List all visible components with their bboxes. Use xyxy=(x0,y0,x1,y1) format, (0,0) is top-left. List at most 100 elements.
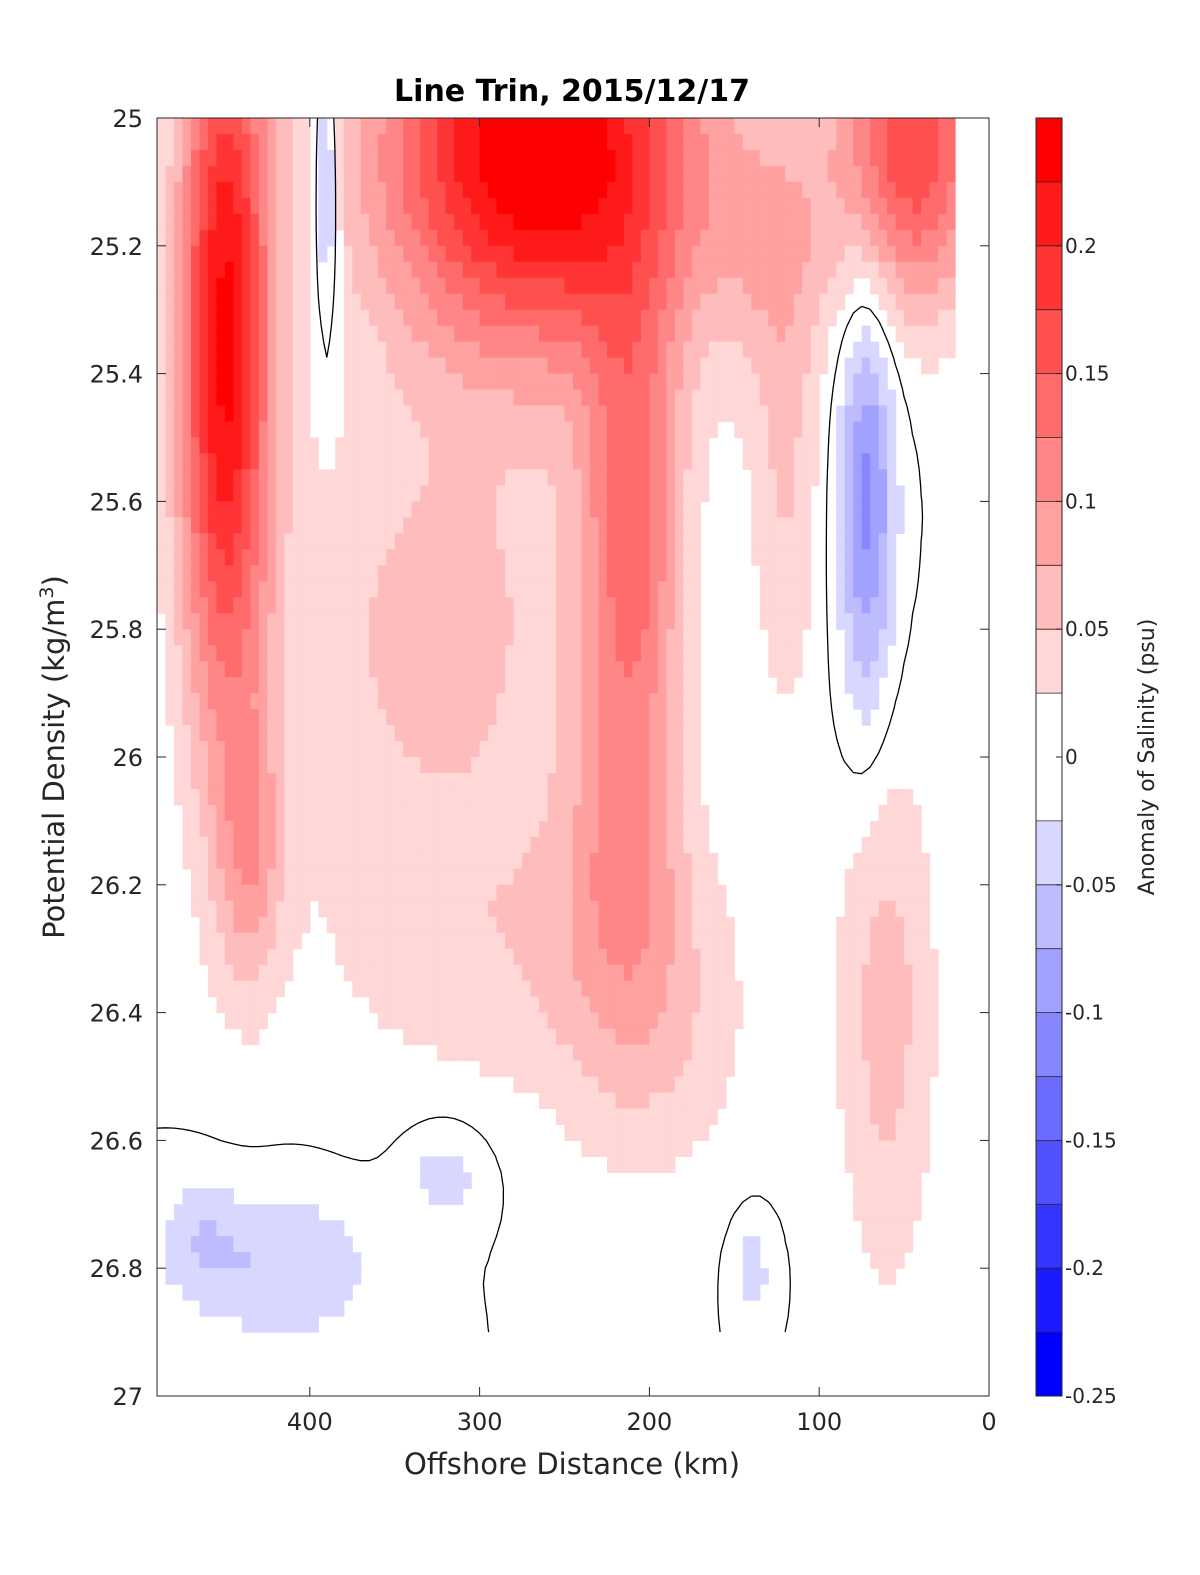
contour-cell xyxy=(912,916,922,934)
contour-cell xyxy=(326,741,336,758)
contour-cell xyxy=(292,437,302,455)
contour-cell xyxy=(623,118,634,135)
contour-cell xyxy=(615,964,625,982)
contour-cell xyxy=(233,804,243,822)
contour-cell xyxy=(861,181,871,199)
contour-cell xyxy=(827,149,837,167)
contour-cell xyxy=(870,900,880,918)
contour-cell xyxy=(301,469,311,487)
contour-cell xyxy=(878,501,888,518)
contour-cell xyxy=(564,677,574,694)
contour-cell xyxy=(386,325,396,343)
contour-cell xyxy=(929,325,939,343)
contour-cell xyxy=(640,884,651,902)
contour-cell xyxy=(224,325,235,343)
contour-cell xyxy=(207,1236,218,1253)
contour-cell xyxy=(318,757,328,774)
contour-cell xyxy=(683,469,693,487)
contour-cell xyxy=(547,197,557,215)
contour-cell xyxy=(233,884,243,902)
contour-cell xyxy=(454,852,464,870)
contour-cell xyxy=(182,501,192,518)
contour-cell xyxy=(437,661,447,678)
contour-cell xyxy=(751,261,761,279)
contour-cell xyxy=(683,213,693,231)
contour-cell xyxy=(598,565,608,582)
contour-cell xyxy=(241,181,251,199)
contour-cell xyxy=(377,693,387,710)
contour-cell xyxy=(462,229,472,247)
contour-cell xyxy=(530,820,540,838)
contour-cell xyxy=(343,629,353,646)
contour-cell xyxy=(352,405,362,423)
contour-cell xyxy=(216,245,226,263)
contour-cell xyxy=(725,1060,735,1078)
contour-cell xyxy=(428,996,438,1014)
contour-cell xyxy=(921,884,931,902)
contour-cell xyxy=(844,884,854,902)
contour-cell xyxy=(776,421,786,439)
contour-cell xyxy=(437,245,447,263)
contour-cell xyxy=(904,277,914,295)
contour-cell xyxy=(861,517,871,534)
contour-cell xyxy=(598,293,608,311)
contour-cell xyxy=(318,1220,328,1237)
contour-cell xyxy=(657,725,667,742)
contour-cell xyxy=(292,725,302,742)
contour-cell xyxy=(505,405,515,423)
contour-cell xyxy=(598,996,608,1014)
contour-cell xyxy=(411,309,421,327)
contour-cell xyxy=(165,261,175,279)
contour-cell xyxy=(810,469,820,487)
contour-cell xyxy=(420,820,430,838)
contour-cell xyxy=(708,1044,718,1062)
contour-cell xyxy=(870,1156,880,1173)
contour-cell xyxy=(581,884,591,902)
contour-cell xyxy=(844,581,854,598)
contour-cell xyxy=(173,1236,184,1253)
contour-cell xyxy=(666,725,676,742)
contour-cell xyxy=(377,245,387,263)
contour-cell xyxy=(895,820,905,838)
contour-cell xyxy=(241,549,251,566)
contour-cell xyxy=(573,261,583,279)
contour-cell xyxy=(335,948,345,966)
contour-cell xyxy=(827,197,837,215)
contour-cell xyxy=(564,341,574,359)
contour-cell xyxy=(352,868,362,886)
contour-cell xyxy=(589,709,600,726)
contour-cell xyxy=(878,517,888,534)
contour-cell xyxy=(606,261,617,279)
contour-cell xyxy=(657,693,667,710)
contour-cell xyxy=(810,293,820,311)
contour-cell xyxy=(309,517,319,534)
contour-cell xyxy=(539,197,549,215)
contour-cell xyxy=(386,661,396,678)
contour-cell xyxy=(241,900,251,918)
contour-cell xyxy=(606,1012,617,1030)
contour-cell xyxy=(420,1028,430,1046)
contour-cell xyxy=(207,1252,218,1269)
contour-fills xyxy=(157,118,956,1333)
contour-cell xyxy=(878,597,888,614)
contour-cell xyxy=(258,437,268,455)
contour-cell xyxy=(683,741,693,758)
contour-cell xyxy=(335,485,345,502)
contour-cell xyxy=(454,245,464,263)
contour-cell xyxy=(513,757,523,774)
contour-cell xyxy=(598,405,608,423)
contour-cell xyxy=(420,357,430,375)
contour-cell xyxy=(887,133,897,151)
contour-cell xyxy=(301,277,311,295)
contour-cell xyxy=(870,820,880,838)
contour-cell xyxy=(326,1220,336,1237)
contour-cell xyxy=(505,197,515,215)
contour-cell xyxy=(513,277,523,295)
zero-contour-lines xyxy=(157,118,924,1333)
contour-cell xyxy=(216,149,226,167)
contour-cell xyxy=(377,325,387,343)
contour-cell xyxy=(437,900,447,918)
contour-cell xyxy=(377,597,387,614)
contour-cell xyxy=(173,133,184,151)
contour-cell xyxy=(428,693,438,710)
